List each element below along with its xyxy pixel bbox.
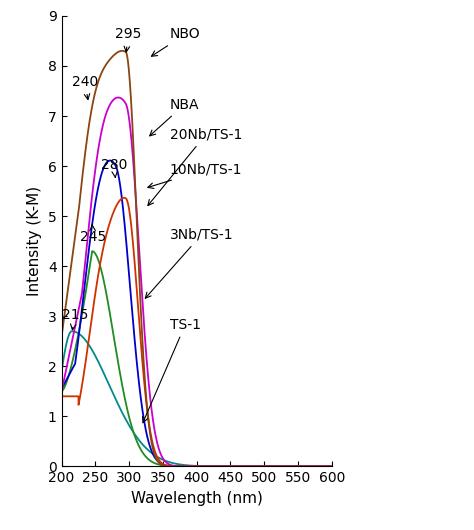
- Text: 245: 245: [80, 225, 106, 244]
- Text: 10Nb/TS-1: 10Nb/TS-1: [148, 163, 242, 189]
- Text: NBO: NBO: [152, 28, 201, 56]
- Text: 295: 295: [115, 28, 141, 52]
- Text: 20Nb/TS-1: 20Nb/TS-1: [148, 128, 242, 206]
- Text: 215: 215: [62, 308, 88, 330]
- Text: TS-1: TS-1: [143, 318, 201, 422]
- Y-axis label: Intensity (K-M): Intensity (K-M): [27, 186, 42, 296]
- X-axis label: Wavelength (nm): Wavelength (nm): [131, 491, 263, 506]
- Text: 280: 280: [101, 157, 127, 178]
- Text: NBA: NBA: [150, 98, 199, 136]
- Text: 240: 240: [72, 75, 98, 100]
- Text: 3Nb/TS-1: 3Nb/TS-1: [146, 228, 233, 298]
